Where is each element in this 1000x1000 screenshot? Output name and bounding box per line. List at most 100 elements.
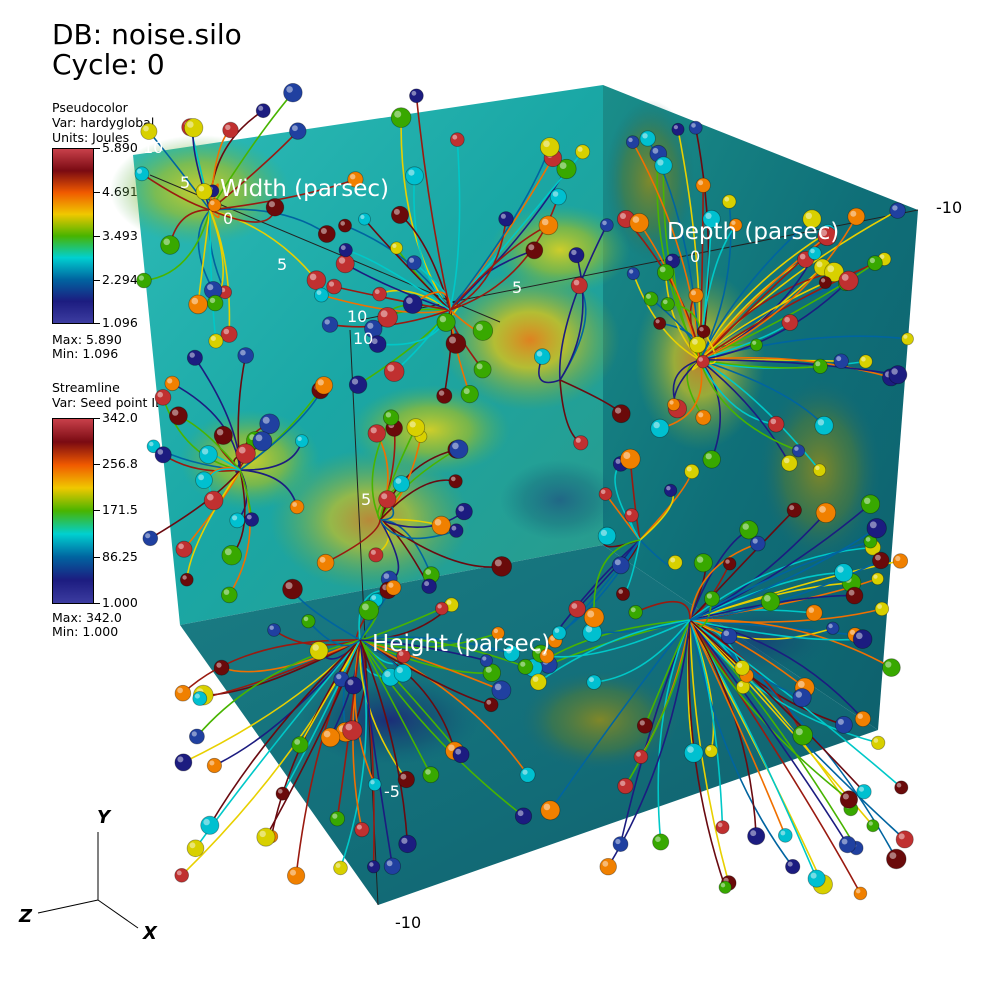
seed-sphere-highlight xyxy=(157,391,163,398)
seed-sphere xyxy=(368,335,387,353)
seed-sphere xyxy=(624,508,639,523)
seed-sphere xyxy=(383,857,401,875)
seed-sphere xyxy=(872,551,890,570)
triad-x-label: X xyxy=(142,923,158,944)
seed-sphere-highlight xyxy=(896,782,902,788)
streamline xyxy=(593,539,641,618)
seed-sphere xyxy=(892,553,909,569)
seed-sphere xyxy=(396,648,411,664)
seed-sphere-highlight xyxy=(850,629,855,635)
seed-sphere-highlight xyxy=(837,718,844,725)
seed-sphere-highlight xyxy=(828,623,833,629)
seed-sphere xyxy=(383,361,405,382)
seed-sphere-highlight xyxy=(571,603,578,609)
seed-sphere xyxy=(874,601,890,617)
seed-sphere-highlight xyxy=(189,842,196,849)
seed-sphere-highlight xyxy=(494,683,502,691)
seed-sphere-highlight xyxy=(850,210,857,217)
seed-sphere xyxy=(275,786,290,801)
seed-sphere-highlight xyxy=(207,284,214,291)
seed-sphere xyxy=(342,720,363,741)
seed-sphere-highlight xyxy=(319,556,326,563)
streamline xyxy=(559,254,584,381)
seed-sphere-highlight xyxy=(324,319,330,325)
seed-sphere-highlight xyxy=(875,554,881,561)
seed-sphere-highlight xyxy=(636,751,641,757)
seed-sphere-highlight xyxy=(520,661,526,667)
seed-sphere-highlight xyxy=(614,559,621,566)
seed-sphere xyxy=(378,490,397,509)
seed-sphere xyxy=(344,676,363,695)
seed-sphere xyxy=(866,518,887,539)
seed-sphere xyxy=(654,156,673,175)
streamline xyxy=(689,619,757,837)
seed-sphere-highlight xyxy=(203,818,210,826)
seed-sphere-highlight xyxy=(394,110,402,118)
seed-sphere xyxy=(146,439,161,454)
seed-sphere-highlight xyxy=(784,316,790,323)
seed-sphere-highlight xyxy=(449,336,456,344)
seed-sphere xyxy=(188,728,205,745)
seed-sphere xyxy=(525,241,544,260)
pseudocolor-tick-label: 5.890 xyxy=(102,140,138,155)
seed-sphere xyxy=(847,207,866,226)
streamline xyxy=(359,639,487,662)
seed-sphere xyxy=(313,287,329,303)
seed-sphere xyxy=(164,375,180,392)
seed-sphere-highlight xyxy=(892,205,898,211)
seed-sphere-highlight xyxy=(652,147,659,154)
seed-sphere xyxy=(792,724,813,746)
seed-sphere xyxy=(718,880,732,894)
seed-sphere xyxy=(695,177,711,193)
seed-sphere xyxy=(406,255,422,271)
seed-sphere xyxy=(570,276,588,294)
pseudocolor-tick-label: 1.096 xyxy=(102,315,138,330)
seed-sphere xyxy=(860,494,881,514)
streamline xyxy=(162,397,241,471)
seed-sphere-highlight xyxy=(706,593,713,599)
seed-sphere-highlight xyxy=(425,569,432,575)
seed-sphere-highlight xyxy=(731,220,736,225)
seed-sphere-highlight xyxy=(163,238,170,246)
seed-sphere-highlight xyxy=(577,146,583,152)
seed-sphere xyxy=(174,753,193,772)
seed-sphere xyxy=(160,235,180,255)
seed-sphere xyxy=(519,766,536,783)
seed-sphere xyxy=(180,572,194,587)
seed-sphere-highlight xyxy=(725,559,730,564)
streamline xyxy=(359,636,512,655)
seed-sphere-highlight xyxy=(411,90,417,96)
seed-sphere-highlight xyxy=(808,607,815,613)
seed-sphere-highlight xyxy=(225,124,231,130)
streamline xyxy=(363,218,451,311)
seed-sphere xyxy=(704,590,720,607)
seed-sphere-highlight xyxy=(187,121,194,128)
seed-sphere-highlight xyxy=(879,254,885,260)
pseudocolor-legend-title: Pseudocolor xyxy=(52,100,128,115)
seed-sphere-highlight xyxy=(385,412,392,418)
seed-sphere-highlight xyxy=(885,661,892,668)
seed-sphere xyxy=(259,413,280,435)
seed-sphere xyxy=(206,757,222,774)
seed-sphere-highlight xyxy=(476,363,483,370)
streamline xyxy=(209,209,217,342)
streamline xyxy=(699,262,876,361)
streamline xyxy=(449,139,461,311)
seed-sphere xyxy=(791,444,806,458)
seed-sphere xyxy=(750,338,763,352)
seed-sphere xyxy=(244,512,260,527)
streamline xyxy=(699,359,799,452)
seed-sphere xyxy=(267,623,281,637)
seed-sphere xyxy=(154,389,172,406)
seed-sphere-highlight xyxy=(750,830,757,837)
seed-sphere xyxy=(256,827,276,847)
seed-sphere xyxy=(549,188,567,206)
streamline xyxy=(699,359,821,369)
seed-sphere-highlight xyxy=(657,159,664,166)
seed-sphere xyxy=(282,578,303,600)
seed-sphere-highlight xyxy=(600,489,606,495)
seed-sphere-highlight xyxy=(780,830,786,836)
seed-sphere xyxy=(817,226,838,247)
streamline xyxy=(379,510,465,528)
